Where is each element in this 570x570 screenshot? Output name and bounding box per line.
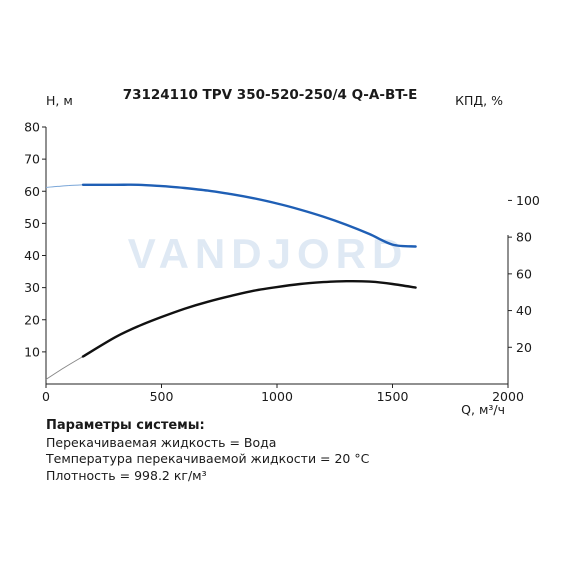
y2-axis-label: КПД, % <box>455 93 503 108</box>
param-density: Плотность = 998.2 кг/м³ <box>46 467 207 483</box>
series-1-extension-line <box>45 356 84 380</box>
y2-tick-label: 20 <box>516 340 532 355</box>
y2-tick-label: 100 <box>516 193 540 208</box>
head-curve-line <box>81 183 417 248</box>
y-axis-label: H, м <box>46 93 73 108</box>
series-0-extension-line <box>45 184 84 188</box>
chart-title: 73124110 TPV 350-520-250/4 Q-A-BT-E <box>123 87 418 103</box>
y-tick-label: 60 <box>24 184 40 199</box>
axes: 10 20 30 40 50 60 70 80 0 500 1000 1500 2000 20 40 60 80… <box>24 120 540 405</box>
x-axis-label: Q, м³/ч <box>461 402 505 417</box>
y-tick-label: 20 <box>24 312 40 327</box>
y-tick-label: 40 <box>24 248 40 263</box>
y2-tick-label: 60 <box>516 266 532 281</box>
system-parameters: Параметры системы: Перекачиваемая жидкос… <box>46 418 369 484</box>
y-tick-label: 80 <box>24 120 40 135</box>
param-liquid: Перекачиваемая жидкость = Вода <box>46 434 277 450</box>
param-temperature: Температура перекачиваемой жидкости = 20… <box>46 451 370 466</box>
watermark: VANDJORD <box>128 230 409 277</box>
efficiency-curve-line <box>81 279 417 358</box>
y2-tick-label: 80 <box>516 230 532 245</box>
x-tick-label: 1500 <box>377 389 409 404</box>
y-tick-label: 30 <box>24 280 40 295</box>
pump-chart: VANDJORD 73124110 TPV 350-520-250/4 Q-A-… <box>24 87 540 417</box>
params-title: Параметры системы: <box>46 418 205 433</box>
x-tick-label: 2000 <box>492 389 524 404</box>
x-tick-label: 0 <box>42 389 50 404</box>
x-tick-label: 1000 <box>261 389 293 404</box>
x-tick-label: 500 <box>150 389 174 404</box>
y-tick-label: 10 <box>24 344 40 359</box>
y-tick-label: 50 <box>24 216 40 231</box>
curves <box>45 183 417 380</box>
y-tick-label: 70 <box>24 152 40 167</box>
y2-tick-label: 40 <box>516 303 532 318</box>
